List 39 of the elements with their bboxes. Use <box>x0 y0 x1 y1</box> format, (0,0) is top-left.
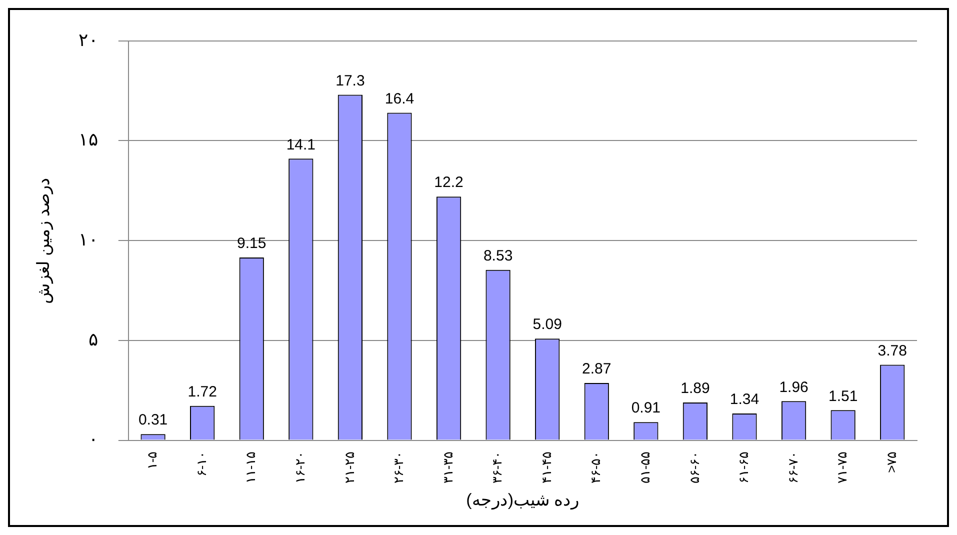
x-tick-label: ۷۱-۷۵ <box>834 451 850 484</box>
x-tick-label: ۵۱-۵۵ <box>637 451 652 484</box>
x-tick-label: ۶۱-۶۵ <box>736 451 752 484</box>
x-tick-label: ۴۱-۴۵ <box>538 451 554 484</box>
x-tick-label: ۳۶-۴۰ <box>490 451 505 484</box>
data-label: 5.09 <box>532 316 562 334</box>
data-label: 9.15 <box>237 235 266 252</box>
y-tick-label: ۵ <box>88 329 98 350</box>
data-label: 16.4 <box>384 90 414 108</box>
y-tick-label: ۰ <box>88 429 98 450</box>
x-tick-label: ۶-۱۰ <box>194 451 209 477</box>
y-axis-title: درصد زمین لغزش <box>34 177 54 304</box>
x-tick-label: ۵۶-۶۰ <box>686 451 702 484</box>
data-label: 8.53 <box>483 248 513 265</box>
data-label: 1.89 <box>680 380 710 398</box>
data-label: 12.2 <box>434 174 464 192</box>
data-label: 1.34 <box>730 391 760 408</box>
x-tick-label: ۳۱-۳۵ <box>440 451 456 484</box>
data-label: 14.1 <box>286 136 316 154</box>
y-tick-label: ۱۵ <box>78 130 98 150</box>
x-tick-label: ۱۶-۲۰ <box>292 451 308 484</box>
x-tick-label: ۱۱-۱۵ <box>243 451 258 484</box>
x-axis-title: رده شیب(درجه) <box>466 490 580 510</box>
x-tick-label: ۶۶-۷۰ <box>785 451 800 484</box>
data-label: 2.87 <box>582 360 612 378</box>
x-tick-label: ۴۶-۵۰ <box>588 451 604 484</box>
data-label: 1.96 <box>779 378 808 396</box>
data-label: 0.91 <box>631 400 661 417</box>
data-label: 3.78 <box>878 342 907 360</box>
data-label: 17.3 <box>336 72 365 90</box>
x-tick-label: ۱-۵ <box>144 451 160 470</box>
y-tick-label: ۱۰ <box>78 230 98 250</box>
x-tick-label: ۲۶-۳۰ <box>391 451 406 484</box>
data-label: 1.72 <box>188 384 217 401</box>
data-label: 0.31 <box>138 412 168 429</box>
data-label: 1.51 <box>828 388 858 405</box>
x-tick-label: ۲۱-۲۵ <box>342 451 357 484</box>
x-tick-label: >۷۵ <box>884 451 899 473</box>
y-tick-label: ۲۰ <box>78 30 98 50</box>
